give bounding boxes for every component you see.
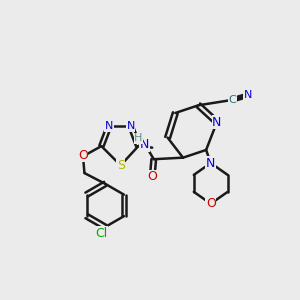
Text: O: O	[78, 149, 88, 162]
Text: S: S	[117, 159, 124, 172]
Text: N: N	[244, 90, 252, 100]
Text: N: N	[127, 121, 135, 131]
Text: N: N	[105, 121, 113, 131]
Text: N: N	[140, 138, 149, 151]
Text: O: O	[206, 197, 216, 210]
Text: Cl: Cl	[95, 226, 107, 240]
Text: N: N	[212, 116, 222, 129]
Text: O: O	[147, 170, 157, 183]
Text: N: N	[206, 157, 215, 169]
Text: H: H	[134, 134, 142, 143]
Text: C: C	[228, 95, 236, 105]
